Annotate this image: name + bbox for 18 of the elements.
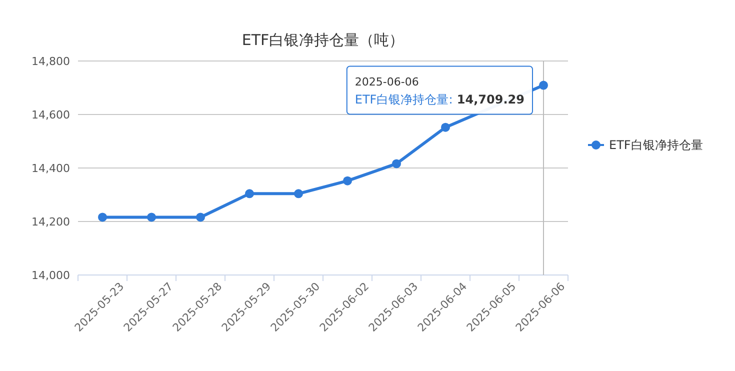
annotation: 2025-06-06 ETF白银净持仓量: 14,709.29 — [346, 66, 533, 115]
point — [441, 122, 450, 132]
y-tick-label: 14,400 — [32, 162, 70, 175]
point — [294, 189, 303, 198]
point — [539, 80, 548, 90]
point — [245, 189, 254, 198]
chart-title: ETF白银净持仓量（吨） — [242, 31, 404, 49]
y-tick-label: 14,000 — [32, 269, 70, 282]
y-tick-label: 14,200 — [32, 216, 70, 228]
point — [392, 159, 401, 168]
point — [147, 212, 156, 222]
point — [98, 212, 107, 222]
legend-label: ETF白银净持仓量 — [609, 138, 703, 152]
point — [343, 176, 352, 186]
point — [196, 212, 205, 222]
annotation: 2025-06-06 ETF白银净持仓量: 14,709.29 — [354, 75, 524, 106]
y-tick-label: 14,800 — [32, 55, 70, 68]
y-tick-label: 14,600 — [32, 108, 70, 122]
